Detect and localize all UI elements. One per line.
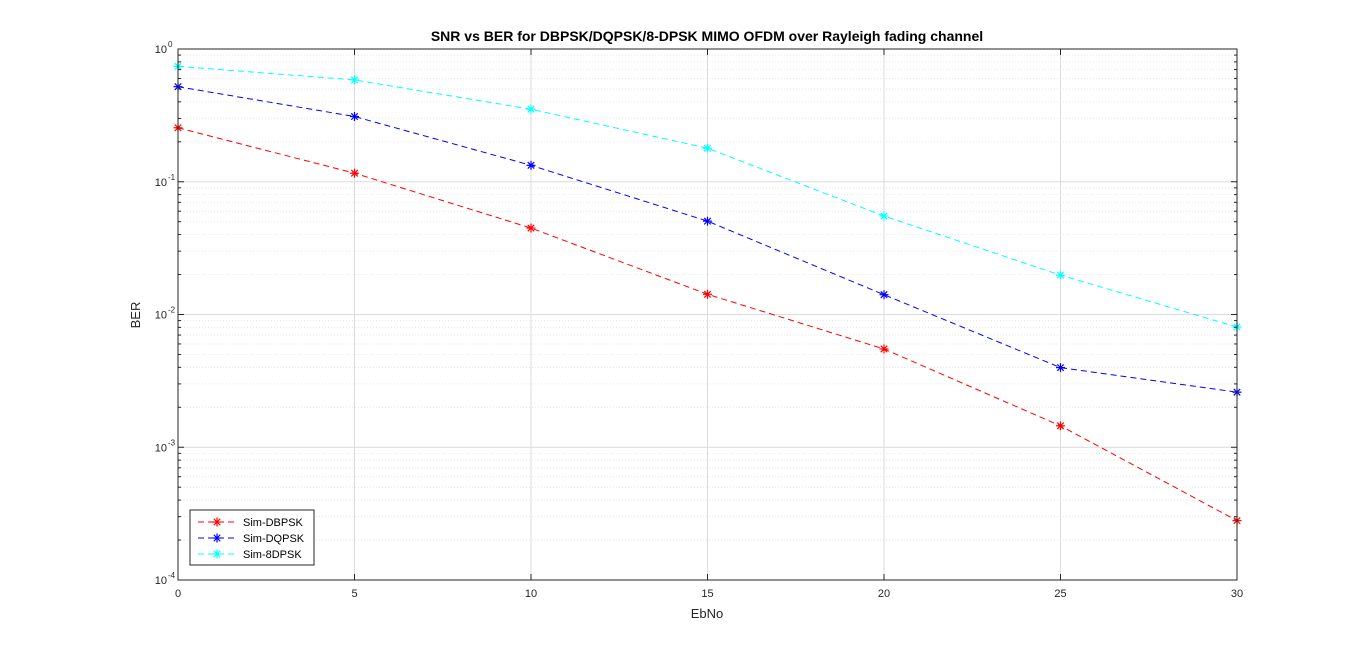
data-point-sim-dbpsk bbox=[526, 223, 536, 233]
chart-title: SNR vs BER for DBPSK/DQPSK/8-DPSK MIMO O… bbox=[431, 28, 983, 44]
x-tick-label: 0 bbox=[175, 588, 181, 600]
y-tick-base: 10 bbox=[155, 575, 167, 587]
y-tick-label: 10 0 bbox=[155, 40, 173, 56]
y-tick-exponent: -2 bbox=[168, 306, 176, 315]
x-tick-labels: 0 5 10 15 20 25 30 bbox=[175, 588, 1243, 600]
legend: Sim-DBPSK Sim-DQPSK Sim-8DPSK bbox=[189, 509, 315, 566]
y-tick-label: 10 -2 bbox=[155, 306, 176, 322]
data-point-sim-dqpsk bbox=[1056, 363, 1065, 373]
y-tick-label: 10 -4 bbox=[155, 571, 176, 587]
x-tick-label: 15 bbox=[701, 588, 713, 600]
y-tick-exponent: -3 bbox=[168, 438, 176, 447]
data-point-sim-8dpsk bbox=[1056, 270, 1065, 280]
data-point-sim-8dpsk bbox=[879, 211, 889, 221]
y-tick-base: 10 bbox=[155, 44, 167, 56]
y-tick-base: 10 bbox=[155, 310, 167, 322]
legend-label: Sim-DQPSK bbox=[243, 533, 305, 545]
legend-entry-sim-dbpsk: Sim-DBPSK bbox=[198, 517, 304, 529]
legend-marker bbox=[212, 533, 222, 543]
series-layer bbox=[173, 61, 1242, 526]
x-tick-label: 5 bbox=[351, 588, 357, 600]
y-tick-exponent: -1 bbox=[168, 173, 176, 182]
x-tick-label: 20 bbox=[878, 588, 890, 600]
data-point-sim-dbpsk bbox=[703, 289, 712, 299]
y-tick-label: 10 -1 bbox=[155, 173, 176, 189]
data-point-sim-8dpsk bbox=[350, 75, 359, 85]
data-point-sim-dqpsk bbox=[350, 112, 359, 122]
y-tick-base: 10 bbox=[155, 442, 167, 454]
x-tick-label: 30 bbox=[1231, 588, 1243, 600]
axis-ticks bbox=[177, 48, 1238, 581]
data-point-sim-dqpsk bbox=[526, 160, 536, 170]
y-tick-label: 10 -3 bbox=[155, 438, 176, 454]
legend-entry-sim-dqpsk: Sim-DQPSK bbox=[198, 533, 305, 545]
y-axis-label: BER bbox=[128, 302, 143, 329]
data-point-sim-dbpsk bbox=[879, 344, 889, 354]
y-tick-base: 10 bbox=[155, 177, 167, 189]
legend-entry-sim-8dpsk: Sim-8DPSK bbox=[198, 549, 302, 561]
y-tick-exponent: -4 bbox=[168, 571, 176, 580]
x-axis-label: EbNo bbox=[691, 606, 724, 621]
legend-marker bbox=[212, 549, 222, 559]
data-point-sim-dbpsk bbox=[1056, 421, 1065, 431]
y-tick-exponent: 0 bbox=[168, 40, 173, 49]
legend-label: Sim-8DPSK bbox=[243, 549, 302, 561]
data-point-sim-dqpsk bbox=[703, 216, 712, 226]
data-point-sim-dqpsk bbox=[879, 290, 889, 300]
legend-label: Sim-DBPSK bbox=[243, 517, 304, 529]
x-tick-label: 10 bbox=[525, 588, 537, 600]
data-point-sim-dbpsk bbox=[350, 168, 359, 178]
data-point-sim-8dpsk bbox=[703, 143, 712, 153]
data-point-sim-8dpsk bbox=[526, 104, 536, 114]
legend-marker bbox=[212, 517, 222, 527]
x-tick-label: 25 bbox=[1054, 588, 1066, 600]
